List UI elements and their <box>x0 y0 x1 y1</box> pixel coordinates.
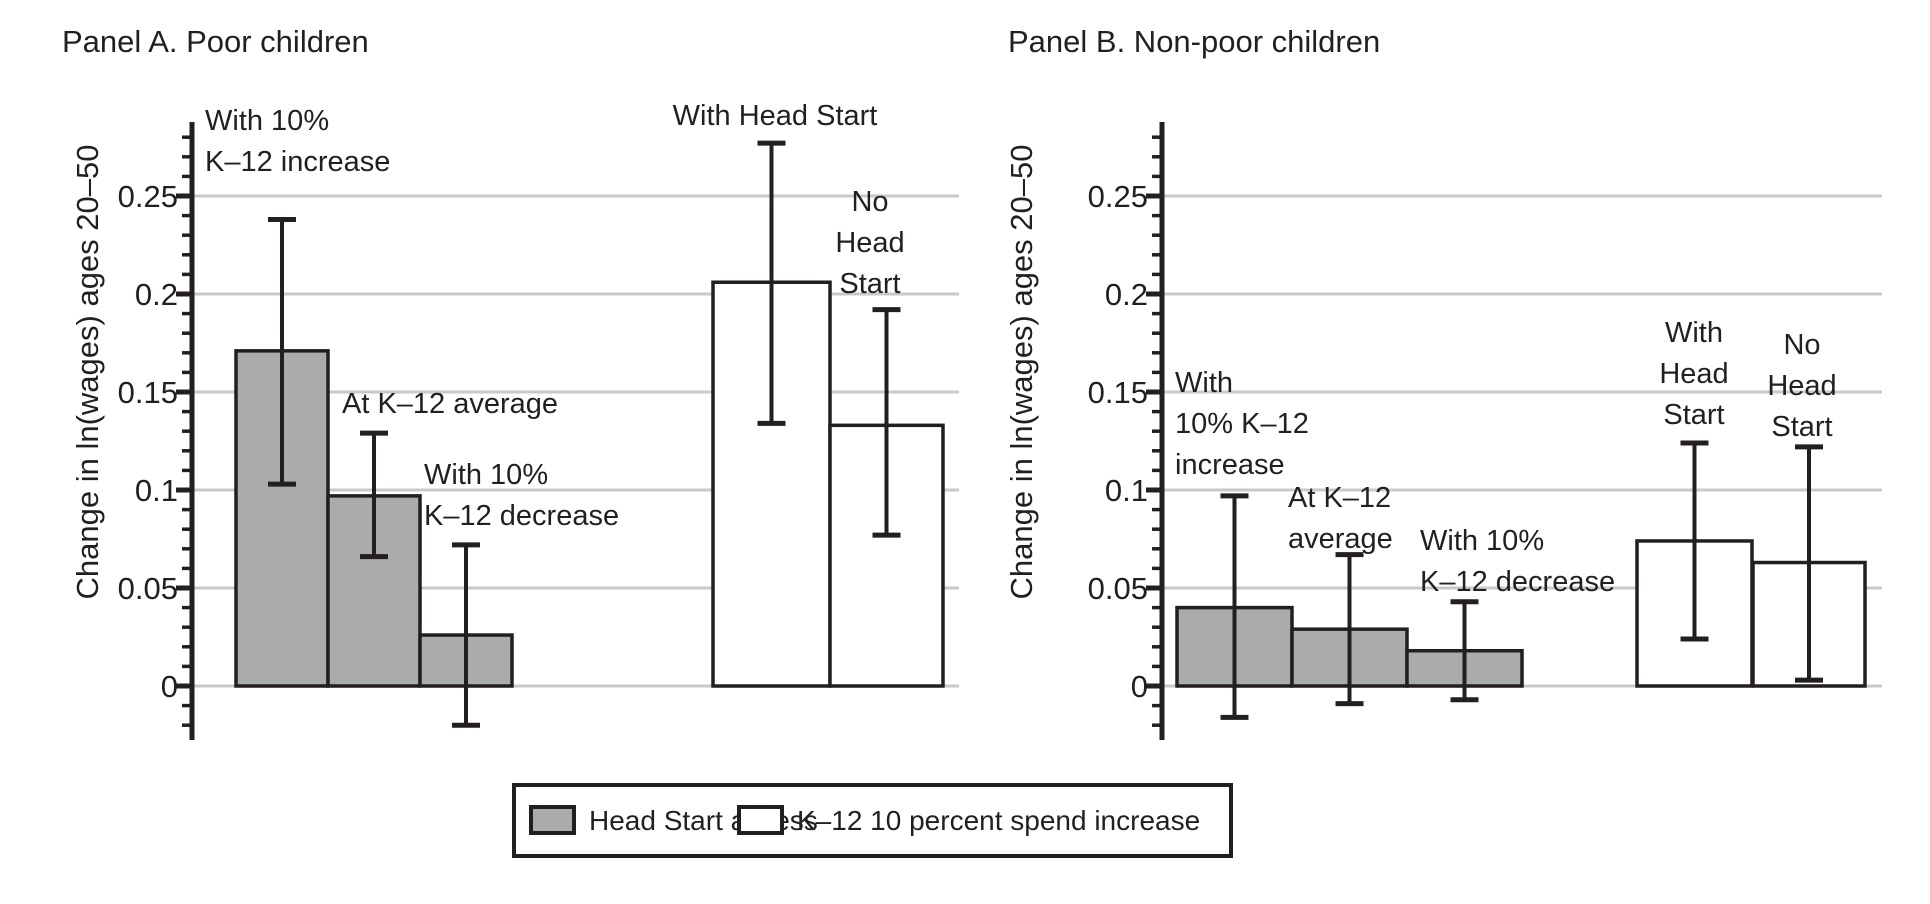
y-tick-label: 0 <box>1131 669 1148 704</box>
panel-b-title: Panel B. Non-poor children <box>1008 24 1381 59</box>
panel-a-title: Panel A. Poor children <box>62 24 369 59</box>
bar-annotation: At K–12 average <box>342 388 559 420</box>
legend-swatch-k12-spend-increase <box>737 805 784 835</box>
y-tick-label: 0.25 <box>118 179 178 214</box>
y-tick-label: 0 <box>161 669 178 704</box>
y-tick-label: 0.1 <box>135 473 178 508</box>
bar-annotation: With Head Start <box>672 100 878 132</box>
bar-annotation: At K–12 average <box>1288 482 1393 555</box>
bar-annotation: With Head Start <box>1659 317 1729 431</box>
bar-annotation: With 10% K–12 decrease <box>424 459 620 532</box>
bar-annotation: With 10% K–12 increase <box>205 105 391 178</box>
bar-annotation: With 10% K–12 increase <box>1175 367 1309 481</box>
y-tick-label: 0.15 <box>1088 375 1148 410</box>
bar-annotation: No Head Start <box>835 186 905 300</box>
y-tick-label: 0.15 <box>118 375 178 410</box>
y-tick-label: 0.2 <box>135 277 178 312</box>
y-tick-label: 0.1 <box>1105 473 1148 508</box>
legend-swatch-head-start-access <box>529 805 576 835</box>
bar-annotation: With 10% K–12 decrease <box>1420 525 1616 598</box>
y-tick-label: 0.2 <box>1105 277 1148 312</box>
legend-label-k12-spend-increase: K–12 10 percent spend increase <box>797 804 1201 836</box>
y-tick-label: 0.05 <box>1088 571 1148 606</box>
panel-b-y-axis-label: Change in ln(wages) ages 20–50 <box>1004 144 1039 600</box>
legend: Head Start access K–12 10 percent spend … <box>512 783 1233 858</box>
y-tick-label: 0.25 <box>1088 179 1148 214</box>
y-tick-label: 0.05 <box>118 571 178 606</box>
bar-annotation: No Head Start <box>1767 329 1837 443</box>
panel-a-y-axis-label: Change in ln(wages) ages 20–50 <box>70 144 105 600</box>
